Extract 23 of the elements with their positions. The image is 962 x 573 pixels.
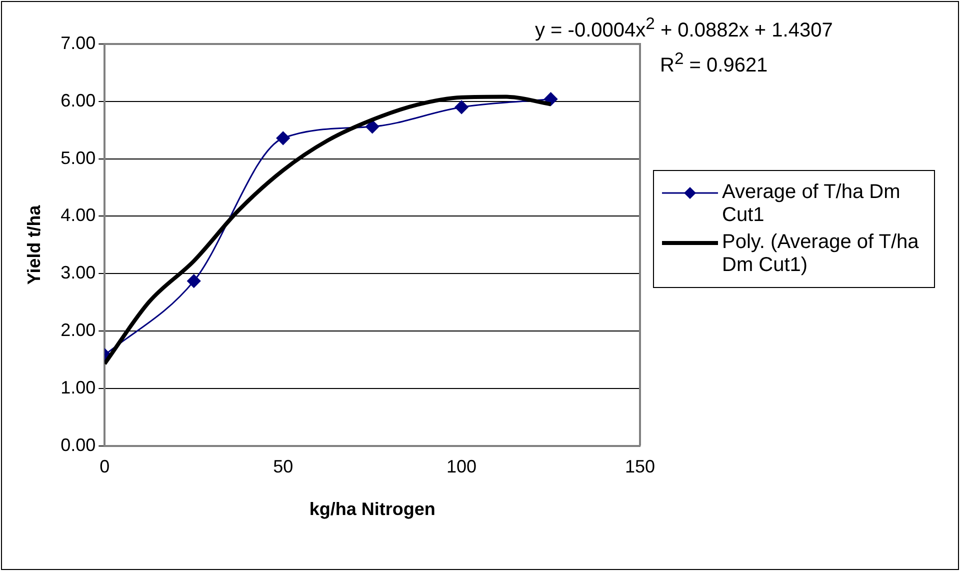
point (366, 120, 380, 134)
legend-label: Average of T/ha Dm Cut1 (722, 181, 902, 227)
point (187, 274, 201, 288)
y-tick-label: 0.00 (60, 434, 96, 455)
point (454, 100, 468, 114)
point (276, 131, 290, 145)
y-tick-label: 2.00 (60, 320, 96, 340)
y-axis-title: Yield t/ha (24, 204, 44, 285)
x-tick-label: 100 (446, 456, 477, 477)
y-tick-label: 7.00 (60, 32, 96, 53)
y-tick-label: 5.00 (60, 148, 96, 168)
text: R$^{2}$ = 0.9621 (660, 49, 768, 78)
y-tick-label: 6.00 (60, 90, 96, 110)
x-axis-title: kg/ha Nitrogen (309, 499, 436, 520)
y-tick-label: 1.00 (60, 377, 96, 398)
x-tick-label: 0 (100, 456, 110, 477)
y-tick-label: 4.00 (60, 205, 96, 226)
point (544, 92, 558, 106)
x-tick-label: 50 (273, 456, 294, 477)
x-tick-label: 150 (624, 456, 656, 477)
y-tick-label: 3.00 (60, 262, 96, 283)
legend-label: Poly. (Average of T/ha Dm Cut1) (722, 231, 920, 277)
text: y = -0.0004x$^{2}$ + 0.0882x + 1.4307 (535, 14, 833, 43)
